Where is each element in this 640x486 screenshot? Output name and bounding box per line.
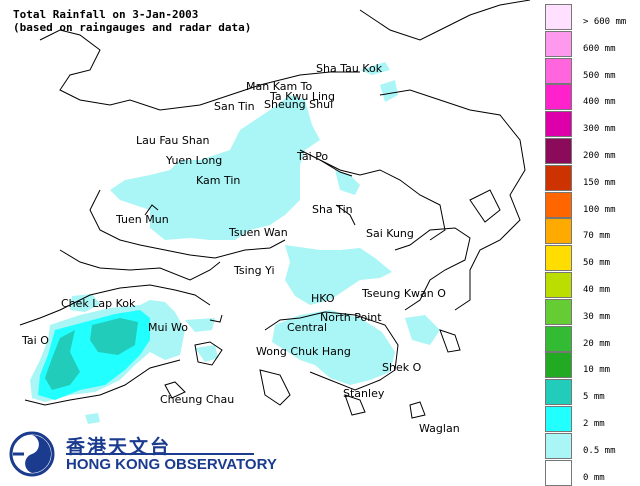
- legend-swatch-17: [545, 432, 572, 459]
- place-label-tai-o: Tai O: [22, 334, 49, 347]
- legend-swatch-1: [545, 4, 572, 30]
- place-label-central: Central: [287, 321, 328, 334]
- legend-swatch-5: [545, 111, 572, 138]
- legend-label-9: 70 mm: [583, 231, 611, 242]
- legend-swatch-15: [545, 379, 572, 406]
- hko-logo-emblem: [9, 431, 55, 477]
- place-label-tuen-mun: Tuen Mun: [116, 213, 169, 226]
- legend-label-10: 50 mm: [583, 258, 611, 269]
- place-label-hko: HKO: [311, 292, 335, 305]
- rain-area-5mm: [45, 318, 138, 390]
- legend-label-16: 2 mm: [583, 419, 605, 429]
- legend-label-12: 30 mm: [583, 311, 611, 322]
- place-label-shek-o: Shek O: [382, 361, 422, 374]
- legend-swatch-8: [545, 191, 572, 218]
- legend-label-7: 150 mm: [583, 177, 616, 188]
- place-label-tseung-kwan-o: Tseung Kwan O: [362, 287, 446, 300]
- legend-label-14: 10 mm: [583, 365, 611, 376]
- map-title-line1: Total Rainfall on 3-Jan-2003: [13, 8, 199, 21]
- place-label-sha-tau-kok: Sha Tau Kok: [316, 62, 383, 75]
- legend-swatch-11: [545, 272, 572, 298]
- legend-swatch-7: [545, 164, 572, 191]
- place-label-cheung-chau: Cheung Chau: [160, 393, 235, 406]
- legend-label-1: > 600 mm: [583, 17, 627, 27]
- place-label-sheung-shui: Sheung Shui: [264, 98, 334, 111]
- legend-swatch-14: [545, 352, 572, 379]
- legend-swatch-10: [545, 245, 572, 272]
- legend-label-4: 400 mm: [583, 97, 616, 108]
- place-label-san-tin: San Tin: [214, 100, 255, 113]
- logo-divider: [66, 453, 254, 455]
- place-label-mui-wo: Mui Wo: [148, 321, 188, 334]
- place-label-tai-po: Tai Po: [297, 150, 329, 163]
- legend-swatch-3: [545, 57, 572, 84]
- logo-english-text: HONG KONG OBSERVATORY: [66, 456, 277, 473]
- place-label-waglan: Waglan: [419, 422, 460, 435]
- place-label-ta-kwu-ling: Ta Kwu Ling: [270, 90, 335, 103]
- legend-swatch-9: [545, 218, 572, 245]
- legend-label-3: 500 mm: [583, 70, 616, 81]
- place-label-sha-tin: Sha Tin: [312, 203, 353, 216]
- place-label-sai-kung: Sai Kung: [366, 227, 414, 240]
- legend-label-15: 5 mm: [583, 392, 605, 403]
- legend-swatch-12: [545, 298, 572, 325]
- place-label-man-kam-to: Man Kam To: [246, 80, 313, 93]
- coastline: [19, 0, 531, 419]
- legend-label-8: 100 mm: [583, 204, 616, 215]
- map-title-line2: (based on raingauges and radar data): [13, 21, 252, 34]
- legend-label-5: 300 mm: [583, 124, 616, 135]
- place-label-yuen-long: Yuen Long: [166, 154, 223, 167]
- place-label-kam-tin: Kam Tin: [196, 174, 241, 187]
- legend-label-17: 0.5 mm: [583, 445, 616, 456]
- legend-swatch-13: [545, 325, 572, 352]
- place-label-tsuen-wan: Tsuen Wan: [229, 226, 288, 239]
- legend-swatch-16: [545, 406, 572, 432]
- legend-label-18: 0 mm: [583, 472, 605, 483]
- legend-swatch-6: [545, 138, 572, 164]
- legend-label-11: 40 mm: [583, 285, 611, 295]
- inland-lines: [144, 159, 356, 226]
- logo-chinese-text: 香港天文台: [66, 436, 172, 458]
- legend-label-13: 20 mm: [583, 338, 611, 349]
- place-label-north-point: North Point: [320, 311, 382, 324]
- legend-swatch-18: [545, 459, 572, 486]
- place-label-chek-lap-kok: Chek Lap Kok: [61, 297, 136, 310]
- place-label-lau-fau-shan: Lau Fau Shan: [136, 134, 210, 147]
- legend-swatch-4: [545, 84, 572, 111]
- place-label-tsing-yi: Tsing Yi: [234, 264, 275, 277]
- place-label-stanley: Stanley: [343, 387, 385, 400]
- legend-label-6: 200 mm: [583, 151, 616, 161]
- place-label-wong-chuk-hang: Wong Chuk Hang: [256, 345, 351, 358]
- legend-swatch-2: [545, 30, 572, 57]
- legend-label-2: 600 mm: [583, 43, 616, 54]
